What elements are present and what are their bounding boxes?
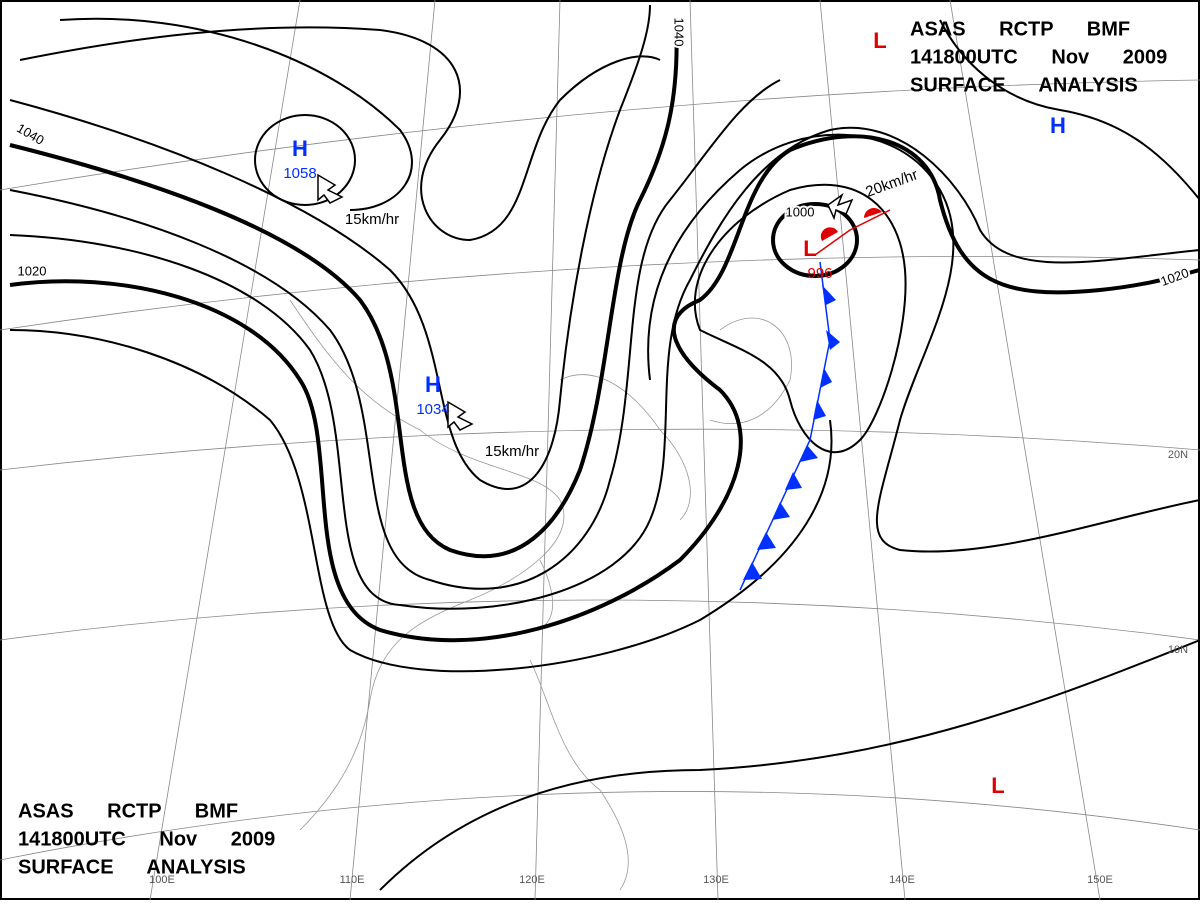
isobar [693,183,907,454]
motion-label: 15km/hr [485,443,539,460]
meridian [149,0,301,901]
isobar [9,4,651,490]
title-line: ASAS RCTP BMF [18,800,238,822]
title-line: 141800UTC Nov 2009 [910,46,1167,68]
coastline [529,659,629,891]
front-symbol [864,207,882,218]
isobar [254,114,356,206]
grid-label: 140E [889,874,915,886]
front-line [814,209,891,256]
isobar-label: 1000 [786,204,815,219]
isobar [9,79,781,590]
cold-front [739,261,840,591]
pressure-center: H [1050,113,1066,138]
front-symbol [743,562,762,580]
pressure-center: L [803,236,816,261]
center-pressure: 1034 [416,401,449,418]
isobar [59,17,413,211]
isobar [9,329,833,673]
warm-front [814,207,891,256]
isobar [939,19,1200,201]
isobar [9,19,679,559]
labels: ASAS RCTP BMF 141800UTC Nov 2009 SURFACE A… [12,16,1193,886]
front-symbol [820,227,838,241]
meridian [949,0,1101,901]
pressure-center: H [292,136,308,161]
front-symbol [772,502,790,520]
pressure-center: L [991,773,1004,798]
front-symbol [800,445,818,462]
front-symbol [785,472,802,490]
motion-arrow [317,173,344,204]
isobar-label: 1020 [18,263,47,278]
meridian [819,0,906,901]
pressure-center: L [873,28,886,53]
parallel [0,255,1200,331]
parallel [0,428,1200,471]
parallel [0,791,1200,861]
grid-label: 120E [519,874,545,886]
parallel [0,79,1200,191]
front-symbol [822,285,836,305]
meridian [689,0,719,901]
center-pressure: 1058 [283,165,316,182]
isobars [9,4,1200,891]
meridian [349,0,436,901]
title-line: 141800UTC Nov 2009 [18,828,275,850]
pressure-center: H [425,372,441,397]
isobar [771,202,859,278]
isobar [9,127,1200,610]
grid-label: 100E [149,874,175,886]
parallel [0,599,1200,641]
meridian [534,0,561,901]
front-symbol [820,368,832,388]
title-line: SURFACE ANALYSIS [18,856,246,878]
center-pressure: 996 [807,265,832,282]
isobar [647,133,1200,553]
grid-label: 150E [1087,874,1113,886]
grid-label: 110E [340,874,365,886]
title-line: SURFACE ANALYSIS [910,74,1138,96]
front-symbol [757,532,776,550]
isobar [379,639,1200,891]
front-symbol [826,330,840,350]
front-symbol [813,400,826,420]
title-line: ASAS RCTP BMF [910,18,1130,40]
grid-label: 20N [1168,449,1188,461]
grid-label: 10N [1168,644,1188,656]
motion-label: 15km/hr [345,211,399,228]
motion-arrow [827,192,854,221]
motion-arrows [317,173,854,431]
grid-label: 130E [703,874,729,886]
isobar-label: 1040 [672,18,687,47]
motion-arrow [447,400,474,431]
isobar [19,26,661,242]
coastline [559,374,691,521]
isobar [9,134,1200,643]
